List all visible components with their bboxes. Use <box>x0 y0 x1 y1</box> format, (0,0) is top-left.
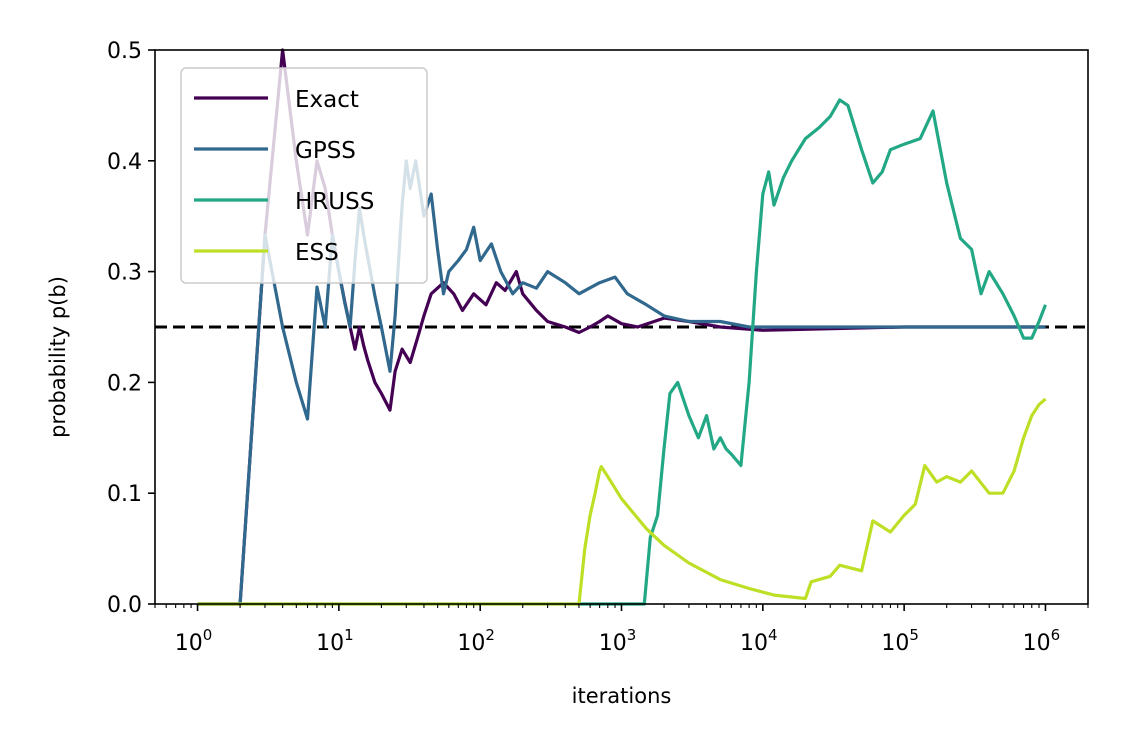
x-tick-label: 104 <box>740 626 778 656</box>
y-tick-label: 0.3 <box>107 261 142 286</box>
x-tick-label: 100 <box>175 626 213 656</box>
y-tick-label: 0.5 <box>107 39 142 64</box>
legend: Exact GPSS HRUSS ESS <box>180 67 428 284</box>
x-tick-label: 103 <box>599 626 637 656</box>
y-tick-label: 0.2 <box>107 371 142 396</box>
series-line-ess <box>197 397 1047 606</box>
y-tick-label: 0.4 <box>107 150 142 175</box>
legend-label: ESS <box>295 240 339 266</box>
legend-label: GPSS <box>295 138 356 164</box>
y-tick-label: 0.1 <box>107 482 142 507</box>
legend-label: HRUSS <box>295 189 374 215</box>
legend-label: Exact <box>295 87 359 113</box>
y-axis-title: probability p(b) <box>46 276 70 438</box>
y-axis: 0.0 0.1 0.2 0.3 0.4 0.5 <box>107 39 155 618</box>
legend-box <box>180 67 428 284</box>
x-tick-label: 106 <box>1023 626 1061 656</box>
x-tick-label: 102 <box>457 626 495 656</box>
x-axis: 100 101 102 103 104 105 106 <box>154 604 1089 656</box>
y-tick-label: 0.0 <box>107 593 142 618</box>
x-tick-label: 101 <box>316 626 354 656</box>
series-line-hruss <box>197 98 1047 606</box>
x-tick-label: 105 <box>881 626 919 656</box>
x-axis-title: iterations <box>572 684 672 708</box>
